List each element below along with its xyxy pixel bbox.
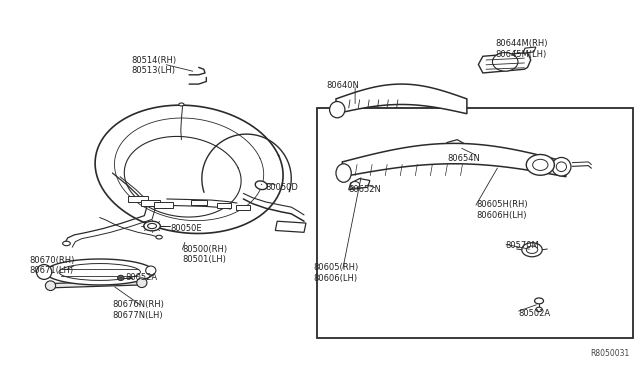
Ellipse shape bbox=[137, 278, 147, 288]
Ellipse shape bbox=[63, 241, 70, 246]
Polygon shape bbox=[442, 140, 464, 153]
Polygon shape bbox=[141, 200, 161, 206]
Text: 80605H(RH)
80606H(LH): 80605H(RH) 80606H(LH) bbox=[476, 201, 528, 220]
Text: 80570M: 80570M bbox=[505, 241, 539, 250]
Text: 80050D: 80050D bbox=[266, 183, 299, 192]
Ellipse shape bbox=[351, 182, 360, 188]
Ellipse shape bbox=[536, 307, 542, 312]
Text: 80500(RH)
80501(LH): 80500(RH) 80501(LH) bbox=[182, 245, 228, 264]
Text: 80670(RH)
80671(LH): 80670(RH) 80671(LH) bbox=[29, 256, 75, 275]
Text: 80050E: 80050E bbox=[170, 224, 202, 233]
Polygon shape bbox=[342, 143, 566, 177]
Ellipse shape bbox=[255, 181, 268, 190]
Polygon shape bbox=[275, 221, 306, 232]
Polygon shape bbox=[478, 52, 531, 73]
Polygon shape bbox=[49, 280, 145, 288]
Ellipse shape bbox=[156, 235, 163, 239]
Polygon shape bbox=[217, 203, 231, 208]
Polygon shape bbox=[336, 84, 467, 114]
Polygon shape bbox=[236, 205, 250, 209]
Text: R8050031: R8050031 bbox=[591, 349, 630, 358]
Text: 80605(RH)
80606(LH): 80605(RH) 80606(LH) bbox=[314, 263, 359, 283]
Text: 80644M(RH)
80645M(LH): 80644M(RH) 80645M(LH) bbox=[495, 39, 548, 58]
Ellipse shape bbox=[534, 298, 543, 304]
Bar bbox=[317, 108, 633, 338]
Ellipse shape bbox=[118, 275, 124, 280]
Ellipse shape bbox=[336, 164, 351, 182]
Text: 80652N: 80652N bbox=[349, 185, 381, 194]
Text: 80052A: 80052A bbox=[125, 273, 157, 282]
Polygon shape bbox=[45, 259, 154, 285]
Ellipse shape bbox=[144, 221, 161, 231]
Text: 80654N: 80654N bbox=[448, 154, 481, 163]
Ellipse shape bbox=[146, 266, 156, 275]
Ellipse shape bbox=[179, 103, 184, 106]
Polygon shape bbox=[129, 196, 148, 202]
Ellipse shape bbox=[552, 157, 571, 176]
Text: 80640N: 80640N bbox=[326, 81, 359, 90]
Text: 80676N(RH)
80677N(LH): 80676N(RH) 80677N(LH) bbox=[113, 301, 164, 320]
Ellipse shape bbox=[45, 281, 56, 291]
Polygon shape bbox=[202, 134, 291, 192]
Ellipse shape bbox=[36, 264, 52, 279]
Ellipse shape bbox=[522, 243, 542, 257]
Ellipse shape bbox=[526, 154, 554, 175]
Polygon shape bbox=[349, 179, 370, 190]
Polygon shape bbox=[523, 47, 536, 53]
Text: 80514(RH)
80513(LH): 80514(RH) 80513(LH) bbox=[132, 56, 177, 75]
Polygon shape bbox=[154, 202, 173, 208]
Polygon shape bbox=[95, 105, 283, 234]
Ellipse shape bbox=[148, 224, 157, 229]
Text: 80502A: 80502A bbox=[518, 310, 550, 318]
Polygon shape bbox=[191, 200, 207, 205]
Ellipse shape bbox=[492, 52, 518, 71]
Ellipse shape bbox=[330, 102, 345, 118]
